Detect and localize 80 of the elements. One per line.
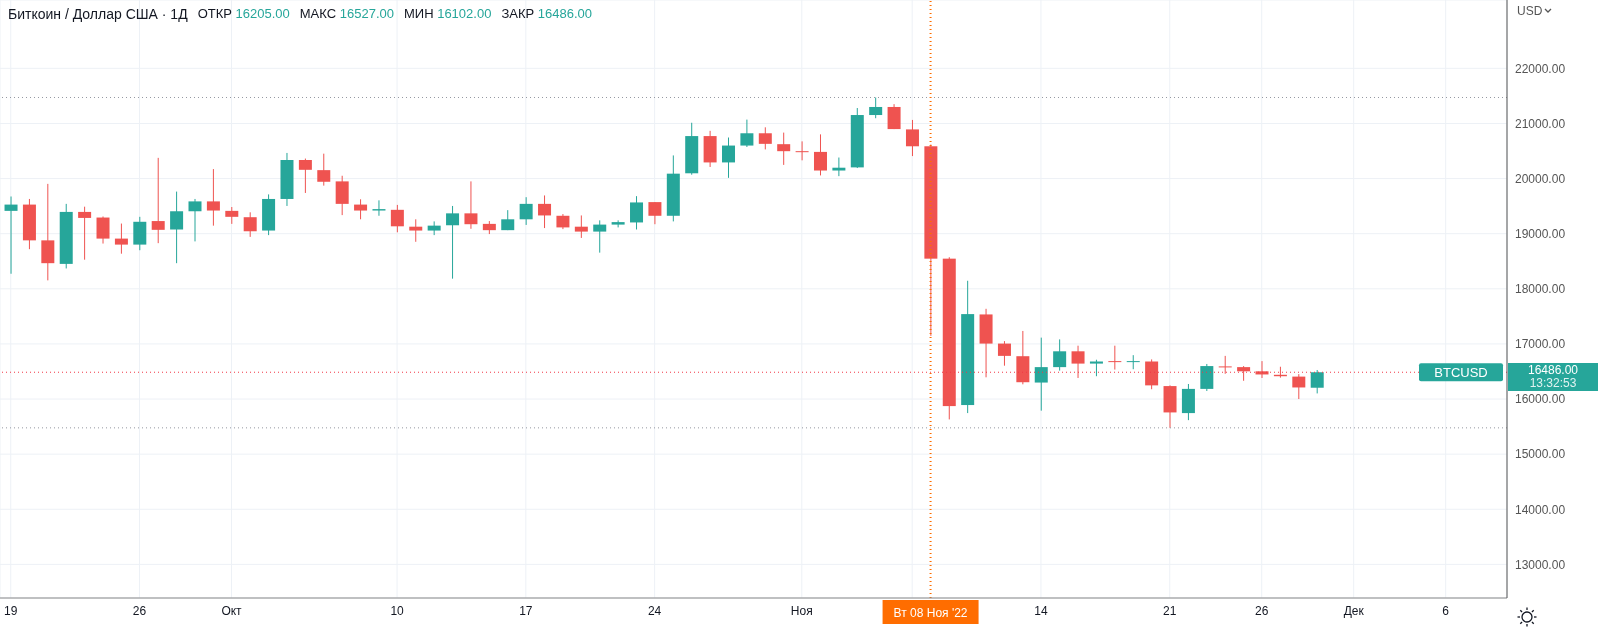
y-tick-label: 22000.00 — [1515, 61, 1566, 76]
candlestick — [243, 211, 257, 238]
candlestick — [170, 191, 184, 264]
candlestick — [298, 158, 312, 194]
candlestick — [1200, 363, 1214, 392]
candlestick — [446, 205, 460, 280]
candlestick — [1034, 337, 1048, 412]
x-tick-label: 19 — [4, 603, 18, 618]
candlestick — [758, 126, 772, 150]
ref-line-label: Вт 08 Ноя '22 — [893, 606, 968, 620]
candlestick — [538, 194, 552, 229]
annotation: МИН 16102.00 — [403, 6, 492, 21]
candlestick — [740, 119, 754, 148]
candlestick — [354, 198, 368, 220]
ref-line-label: BTCUSD — [1434, 365, 1488, 381]
y-tick-label: 20000.00 — [1515, 171, 1566, 186]
x-tick-label: Дек — [1343, 603, 1365, 618]
candlestick — [335, 175, 349, 216]
annotation: ОТКР 16205.00 — [197, 6, 290, 21]
x-tick-label: Окт — [221, 603, 243, 618]
y-tick-label: 15000.00 — [1515, 447, 1566, 462]
y-tick-label: 17000.00 — [1515, 337, 1566, 352]
candlestick — [648, 201, 662, 225]
candlestick — [188, 198, 202, 242]
candlestick — [372, 199, 386, 217]
candlestick — [96, 215, 110, 245]
x-tick-label: 26 — [132, 603, 147, 618]
x-tick-label: 24 — [647, 603, 662, 618]
candlestick — [1053, 338, 1067, 372]
candlestick — [1071, 345, 1085, 379]
candlestick — [133, 216, 147, 251]
candlestick — [997, 340, 1011, 367]
y-tick-label: 21000.00 — [1515, 116, 1566, 131]
annotation: МАКС 16527.00 — [299, 6, 394, 21]
x-tick-label: 6 — [1442, 603, 1450, 618]
candlestick — [1145, 358, 1159, 390]
candlestick — [151, 157, 165, 244]
candlestick — [869, 97, 883, 119]
candlestick — [78, 206, 92, 261]
y-axis-title: USD — [1517, 4, 1543, 18]
x-tick-label: Ноя — [790, 603, 813, 618]
candlestick — [1218, 355, 1232, 375]
candlestick — [887, 103, 901, 130]
y-tick-label: 13000.00 — [1515, 557, 1566, 572]
candlestick — [1310, 369, 1324, 394]
candlestick — [905, 119, 919, 157]
candlestick — [574, 214, 588, 239]
candlestick — [390, 204, 404, 233]
y-tick-label: 14000.00 — [1515, 502, 1566, 517]
x-tick-label: 10 — [390, 603, 405, 618]
y-tick-label: 16000.00 — [1515, 392, 1566, 407]
candlestick — [41, 183, 55, 281]
candlestick — [1126, 354, 1140, 370]
candlestick — [611, 219, 625, 228]
x-tick-label: 26 — [1255, 603, 1269, 618]
candlestick — [409, 218, 423, 243]
y-tick-label: 19000.00 — [1515, 226, 1566, 241]
candlestick — [832, 157, 846, 177]
candlestick — [519, 196, 533, 226]
candlestick — [317, 153, 331, 187]
annotation: ЗАКР 16486.00 — [501, 6, 593, 21]
candlestick — [464, 180, 478, 230]
candlestick — [114, 223, 128, 255]
candlestick — [722, 137, 736, 179]
candlestick — [593, 219, 607, 254]
text: 13:32:53 — [1528, 376, 1578, 391]
y-tick-label: 18000.00 — [1515, 282, 1566, 297]
x-tick-label: 17 — [519, 603, 533, 618]
candlestick — [1108, 345, 1122, 371]
candlestick — [206, 168, 220, 227]
x-tick-label: 21 — [1163, 603, 1177, 618]
candlestick — [795, 140, 809, 161]
candlestick — [1292, 373, 1306, 400]
candlestick — [630, 195, 644, 230]
text: 16486.00 — [1526, 363, 1580, 378]
candlestick — [813, 133, 827, 176]
candlestick — [777, 132, 791, 166]
x-tick-label: 14 — [1034, 603, 1048, 618]
text: Биткоин / Доллар США · 1Д — [8, 6, 188, 22]
candlestick — [4, 195, 18, 275]
